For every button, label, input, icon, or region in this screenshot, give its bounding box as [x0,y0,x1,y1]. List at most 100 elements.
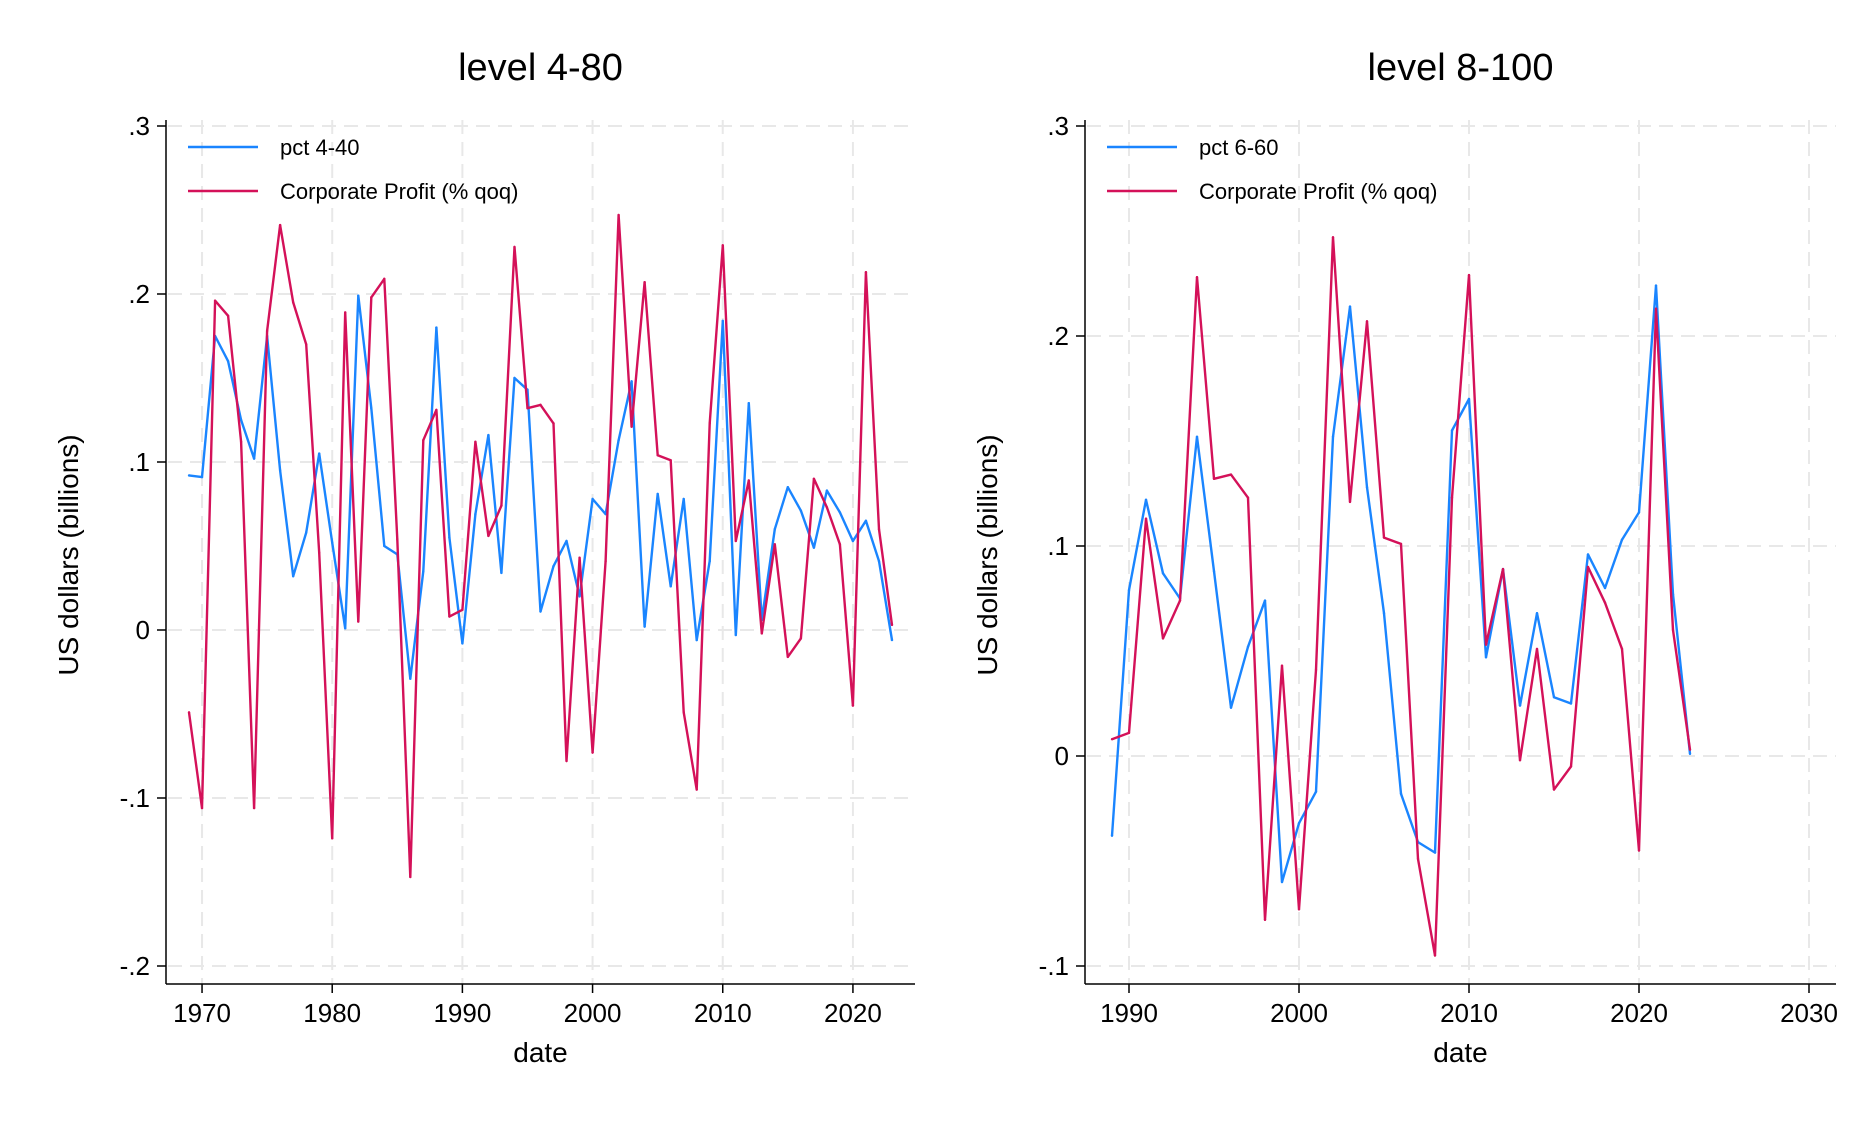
series-1-point [669,585,672,588]
series-2-point [1654,307,1658,310]
series-1-point [1229,706,1233,709]
series-2-point [291,301,295,304]
series-1-point [252,457,256,460]
x-tick-label: 1990 [1100,998,1158,1028]
x-tick-label: 2010 [1440,998,1498,1028]
series-2-point [734,539,737,543]
series-1-point [721,319,724,323]
series-2-point [539,403,542,407]
series-2-point [331,837,334,840]
series-1-point [1688,752,1692,756]
series-2-point [265,329,269,333]
chart-panel-2: -.1 0 .1 .2 .3 1990 2000 2010 2020 2030 level 8-10… [972,47,1838,1068]
series-1-point [1314,790,1318,793]
y-tick-label: .2 [1047,321,1069,351]
series-2-point [278,223,282,227]
series-2-point [799,637,803,640]
x-axis-label: date [1433,1037,1488,1068]
x-tick-label: 1980 [303,998,361,1028]
x-tick-label: 2020 [824,998,882,1028]
series-2-point [851,704,855,707]
legend-label-2: Corporate Profit (% qoq) [1199,179,1437,204]
series-2-point [213,299,217,302]
x-tick-label: 2000 [564,998,622,1028]
series-2-point [252,806,256,810]
series-1-point [799,509,803,512]
series-2-point [226,314,230,318]
series-2-point [1535,647,1539,651]
series-1-point [331,541,334,544]
series-2-point [304,343,308,346]
series-2-point [1552,788,1556,791]
series-1-point [877,559,881,563]
y-tick-label: -.1 [120,783,150,813]
series-2-point [890,623,894,627]
series-1-point [409,677,412,680]
series-line-2 [1111,236,1692,957]
series-line-1 [1110,284,1692,884]
series-1-point [1671,593,1675,596]
chart-title: level 4-80 [458,47,623,89]
series-2-point [1246,496,1250,499]
series-1-point [617,438,620,442]
series-2-point [565,759,568,763]
series-2-point [630,425,633,428]
series-1-point [1399,792,1403,795]
series-2-point [461,608,464,612]
series-2-point [604,559,607,563]
series-2-point [1603,601,1607,604]
series-1-point [578,595,581,598]
series-2-point [1195,276,1199,279]
series-1-point [1246,645,1250,648]
x-tick-label: 2020 [1610,998,1668,1028]
series-2-point [1433,954,1437,957]
series-2-point [643,281,646,284]
series-line-2 [187,213,894,879]
series-1-point [187,474,191,477]
series-2-point [578,556,581,559]
series-2-point [1620,647,1624,651]
x-tick-label: 1990 [433,998,491,1028]
series-2-point [1127,731,1131,735]
series-1-point [1212,570,1216,573]
y-tick-label: .1 [128,447,150,477]
series-2-point [200,806,204,810]
y-axis-label: US dollars (billions) [53,434,84,675]
series-2-point [864,270,868,274]
series-1-point [1331,435,1335,438]
series-2-point [1467,273,1471,277]
series-2-point [747,479,750,482]
series-1-point [1552,696,1556,699]
series-1-point [539,610,542,613]
series-1-point [890,638,894,642]
series-2-point [1399,542,1403,546]
series-2-point [695,788,698,791]
series-1-point [734,633,737,637]
series-1-point [773,528,777,531]
y-axis-label: US dollars (billions) [972,434,1003,675]
series-1-point [1637,511,1641,514]
series-2-point [1382,536,1386,539]
legend-label-1: pct 6-60 [1199,135,1279,160]
series-1-point [591,497,594,501]
series-1-point [435,326,438,329]
series-1-point [786,486,790,489]
y-tick-label: .1 [1047,531,1069,561]
series-2-point [1586,565,1590,569]
series-2-point [1484,643,1488,646]
series-2-point [760,632,764,635]
series-1-point [448,536,451,539]
series-1-point [838,511,842,514]
series-1-point [1518,704,1522,707]
series-2-point [317,551,321,554]
series-1-point [1654,284,1658,287]
series-1-point [864,519,868,522]
series-1-point [682,497,685,501]
series-1-point [1195,435,1199,438]
series-1-point [422,570,425,573]
series-2-point [1212,477,1216,480]
y-tick-label: .3 [1047,111,1069,141]
series-1-point [1297,822,1301,825]
series-1-point [1161,572,1165,575]
x-tick-label: 2030 [1780,998,1838,1028]
